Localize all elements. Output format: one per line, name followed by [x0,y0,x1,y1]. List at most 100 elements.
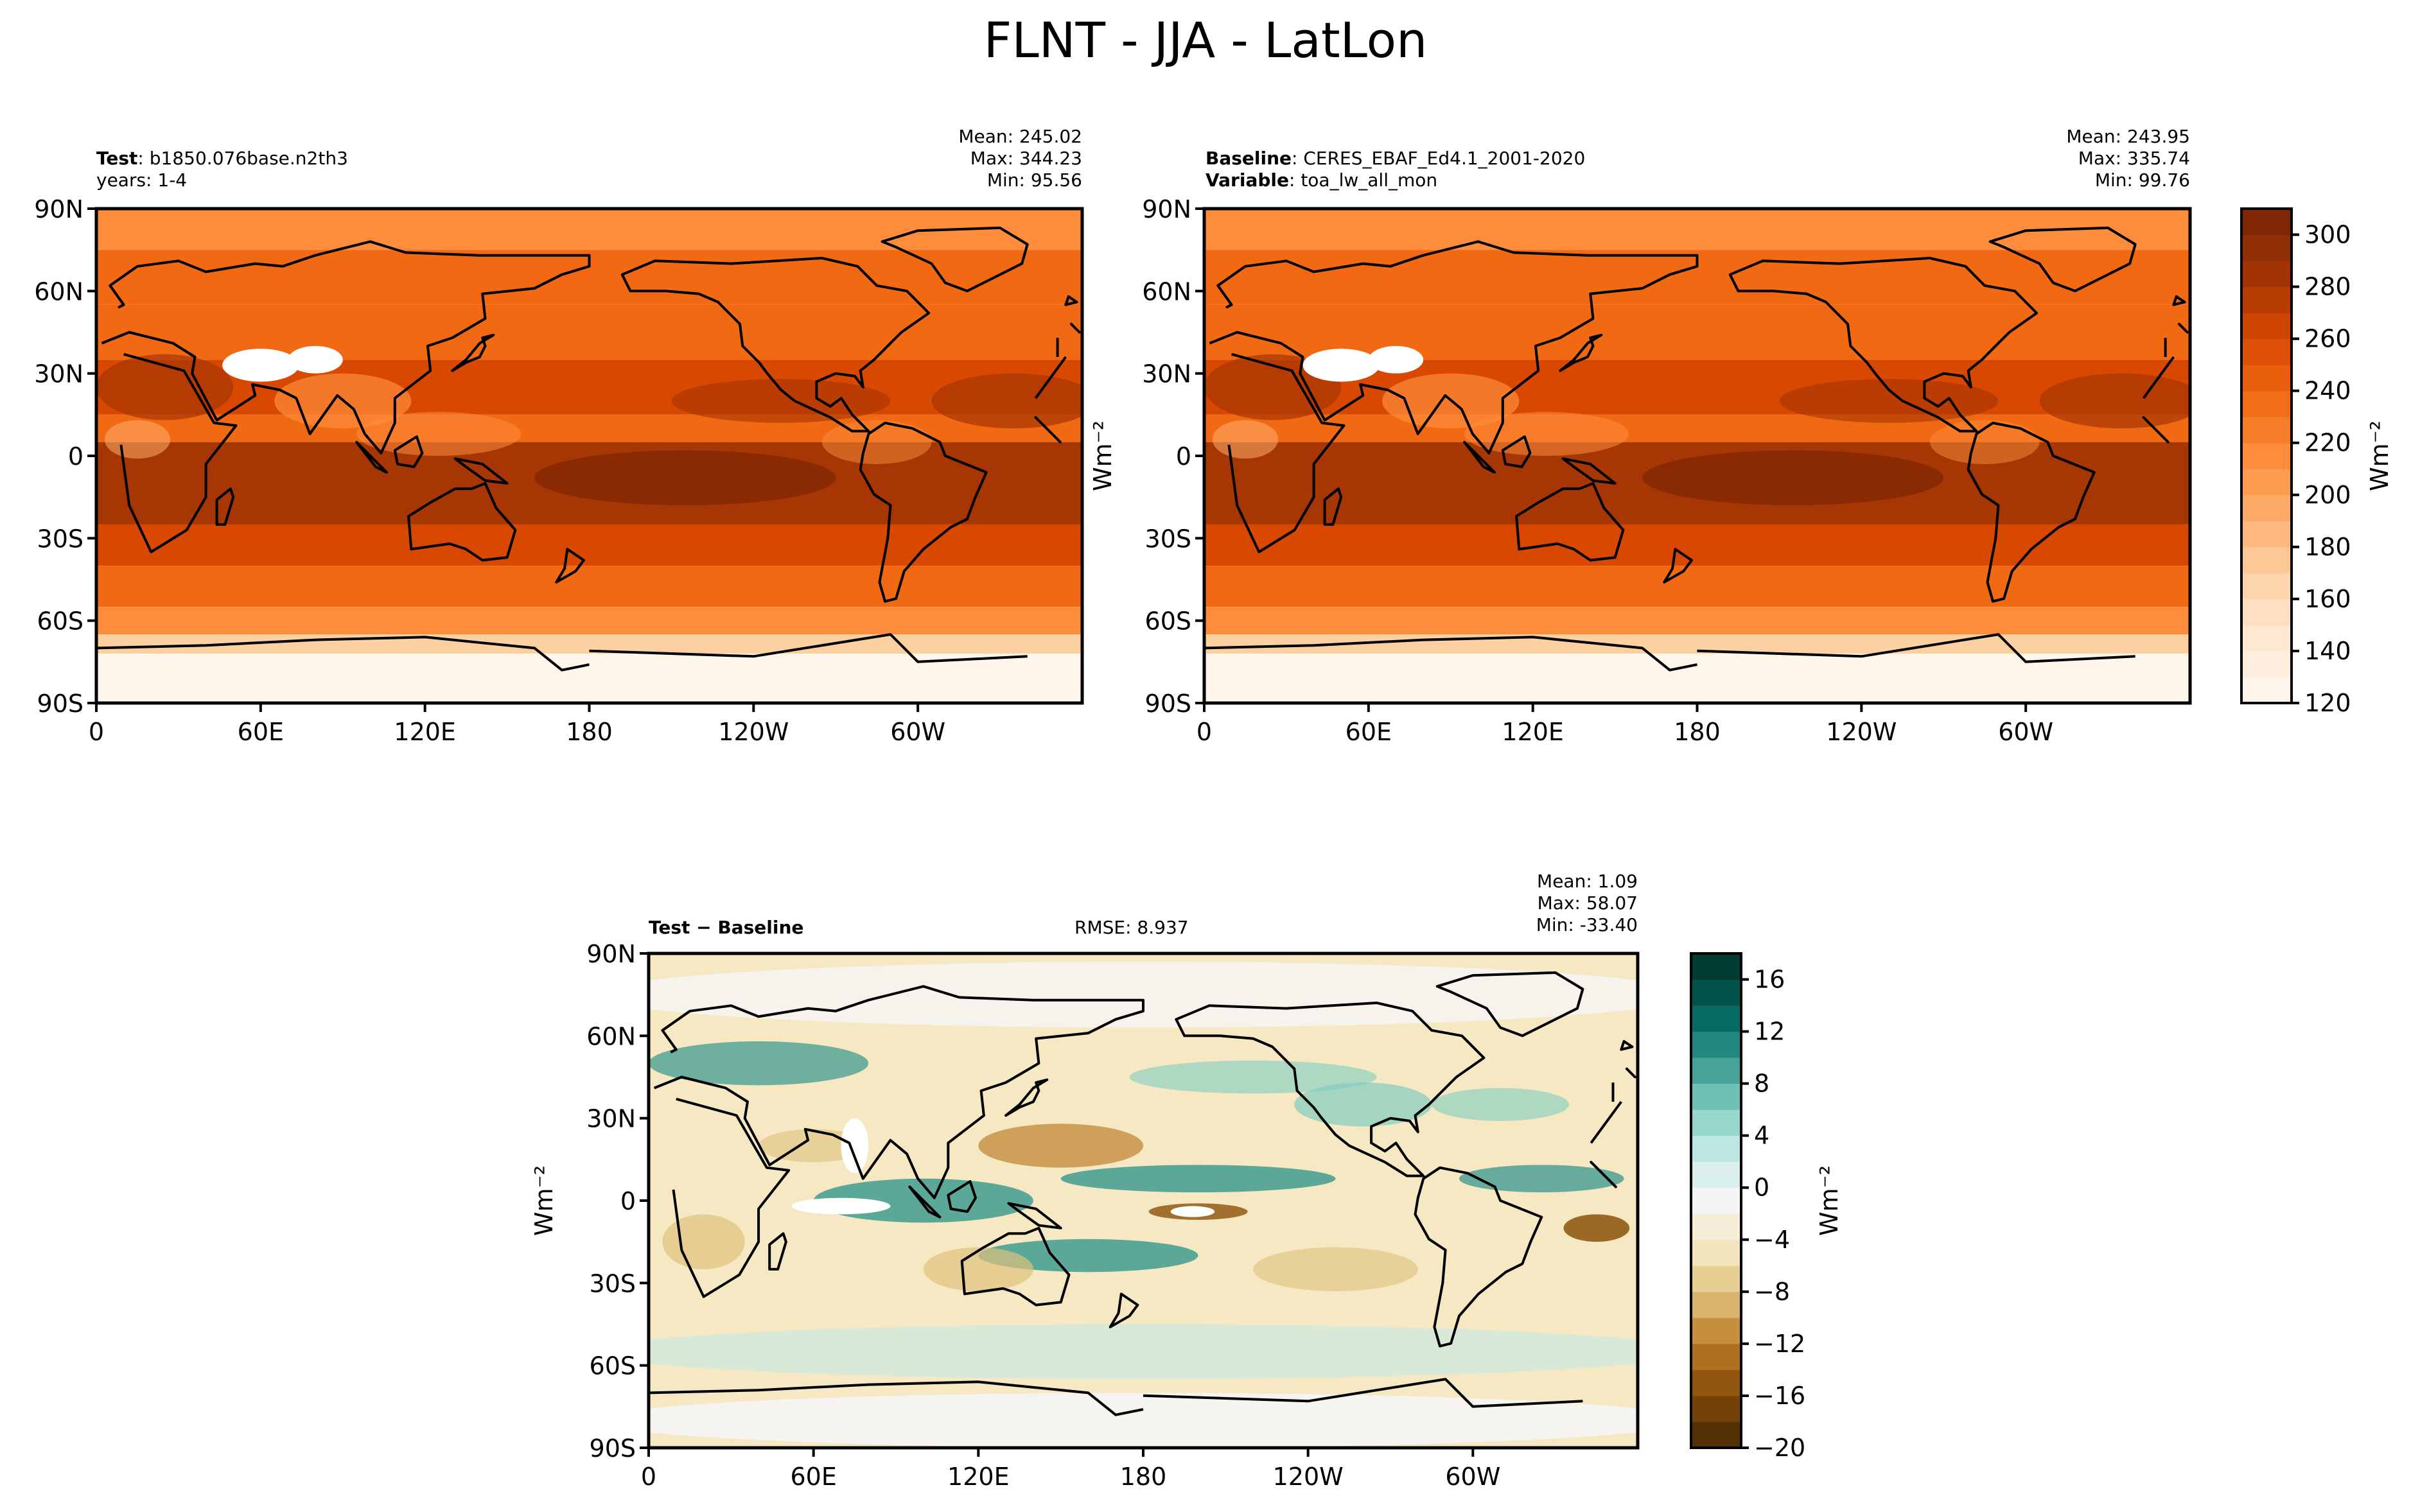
diff-label: Test − Baseline [649,917,803,939]
missing-region [1170,1206,1215,1217]
lat-band [96,566,1082,607]
atlantic-band [2039,373,2190,429]
colorbar-swatch [2241,234,2292,261]
missing-region [288,345,343,374]
baseline-mean: Mean: 243.95 [2066,126,2190,147]
atlantic-itcz [1459,1165,1624,1193]
coastline-borneo [947,1180,978,1213]
colorbar-swatch [2241,650,2292,677]
colorbar-swatch [1691,1317,1741,1344]
coastline-antarctica [1204,633,2135,672]
coastline-greenland [1988,226,2137,293]
lat-tick-label: 0 [620,1187,636,1215]
coastline-samerica [1967,421,2096,603]
coastline-japan [451,333,495,372]
lon-tick-label: 180 [566,718,613,746]
spcz-positive [978,1238,1198,1273]
figure-title: FLNT - JJA - LatLon [983,12,1428,69]
coastline-eurasia [1209,240,2189,455]
itcz-positive [1060,1165,1336,1193]
colorbar-tick-label: −4 [1754,1226,1790,1254]
coastline-nz [1663,548,1693,584]
coastline-madagascar [215,487,235,526]
colorbar-swatch [2241,546,2292,573]
lon-tick-label: 60W [1445,1463,1500,1491]
subtropical-band [671,379,891,423]
colorbar-swatch [2241,365,2292,392]
diff-rmse: RMSE: 8.937 [1074,917,1189,938]
colorbar-tick-label: 180 [2304,533,2351,561]
colorbar-swatch [1691,1395,1741,1422]
colorbar-swatch [2241,261,2292,288]
colorbar-swatch [2241,390,2292,417]
wpac-negative [978,1124,1143,1168]
satl-negative [1563,1214,1630,1242]
lat-tick-label: 90S [37,690,83,718]
sepac-negative [1253,1247,1418,1292]
lon-tick-label: 120W [718,718,789,746]
test-max: Max: 344.23 [970,148,1082,169]
lat-band [1204,607,2190,635]
lon-tick-label: 0 [641,1463,656,1491]
colorbar-tick-label: −16 [1754,1382,1805,1410]
lon-tick-label: 120W [1273,1463,1344,1491]
colorbar-swatch [2241,417,2292,444]
missing-region [841,1118,869,1174]
test-years: years: 1-4 [96,169,188,191]
lat-tick-label: 0 [68,442,83,471]
lat-tick-label: 30S [37,525,83,553]
colorbar-tick-label: 12 [1754,1018,1785,1046]
lat-tick-label: 60N [34,277,83,306]
lon-tick-label: 180 [1674,718,1721,746]
coastline-newguinea [1007,1202,1062,1230]
colorbar-swatch [1691,1265,1741,1292]
colorbar-tick-label: 160 [2304,585,2351,613]
lat-tick-label: 60N [1142,277,1191,306]
colorbar-tick-label: 200 [2304,481,2351,509]
lon-tick-label: 0 [89,718,104,746]
warm-pool-cloud [356,412,521,456]
colorbar-tick-label: 260 [2304,325,2351,353]
colorbar-tick-label: 240 [2304,377,2351,405]
lon-tick-label: 120E [394,718,456,746]
coastline-madagascar [768,1232,787,1271]
africa-cloud [1212,420,1279,459]
lat-tick-label: 0 [1176,442,1191,471]
colorbar-swatch [1691,979,1741,1006]
colorbar-swatch [2241,598,2292,625]
lat-band [1204,304,2190,360]
lon-tick-label: 120E [947,1463,1010,1491]
colorbar-swatch [1691,1343,1741,1370]
australia-negative [923,1247,1033,1292]
lat-band [1204,566,2190,607]
lat-tick-label: 30N [34,360,83,388]
coastline-africa [672,1097,1622,1298]
coastline-nz [555,548,585,584]
lat-band [1204,209,2190,250]
coastline-samerica [1414,1166,1543,1348]
africa-negative [662,1214,745,1269]
sahara-band [96,354,234,421]
lon-tick-label: 180 [1120,1463,1167,1491]
coastline-greenland [1435,971,1584,1038]
southern-ocean [649,1324,1638,1380]
lat-band [96,607,1082,635]
colorbar-swatch [1691,1135,1741,1162]
europe-positive [649,1041,869,1086]
lat-band [1204,524,2190,566]
lon-tick-label: 120E [1502,718,1564,746]
colorbar-swatch [2241,573,2292,600]
colorbar-tick-label: 140 [2304,637,2351,665]
lat-tick-label: 30S [1145,525,1191,553]
baseline-variable-key: Variable [1206,169,1289,191]
colorbar-swatch [1691,1031,1741,1058]
baseline-label-value: CERES_EBAF_Ed4.1_2001-2020 [1303,148,1586,169]
colorbar-tick-label: −12 [1754,1330,1805,1358]
diff-label-text: Test − Baseline [649,917,804,938]
coastline-australia [1515,482,1625,562]
amazon-cloud [1929,420,2040,464]
coastline-nz [1109,1292,1139,1328]
